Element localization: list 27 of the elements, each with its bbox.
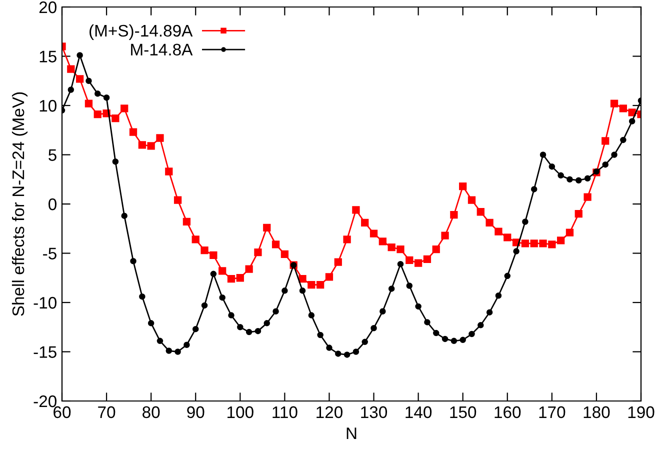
y-tick-label: 20	[39, 1, 56, 14]
y-tick-label: -5	[43, 248, 56, 260]
x-tick-label: 90	[187, 406, 204, 418]
x-tick-label: 80	[142, 406, 160, 418]
x-tick-label: 110	[272, 406, 298, 418]
y-axis-title: Shell effects for N-Z=24 (MeV)	[12, 92, 28, 316]
y-tick-label: -15	[34, 346, 56, 358]
legend-label: (M+S)-14.89A	[90, 24, 193, 40]
x-tick-label: 180	[584, 406, 610, 418]
x-tick-label: 70	[98, 406, 116, 418]
y-tick-label: 15	[40, 50, 56, 62]
x-tick-label: 100	[228, 406, 254, 418]
x-tick-label: 190	[628, 406, 654, 418]
x-tick-label: 170	[539, 406, 566, 418]
y-tick-label: 5	[48, 149, 56, 161]
x-tick-label: 120	[316, 406, 342, 418]
y-tick-label: -10	[34, 296, 56, 309]
x-tick-label: 150	[450, 406, 476, 418]
x-tick-label: 60	[54, 406, 71, 418]
y-tick-label: -20	[34, 395, 56, 408]
x-tick-label: 140	[406, 406, 432, 418]
x-axis-title: N	[346, 428, 356, 440]
legend-label: M-14.8A	[131, 44, 193, 56]
x-tick-label: 160	[494, 406, 521, 418]
x-tick-label: 130	[361, 406, 388, 418]
y-tick-label: 0	[48, 198, 56, 210]
y-tick-label: 10	[40, 100, 56, 112]
